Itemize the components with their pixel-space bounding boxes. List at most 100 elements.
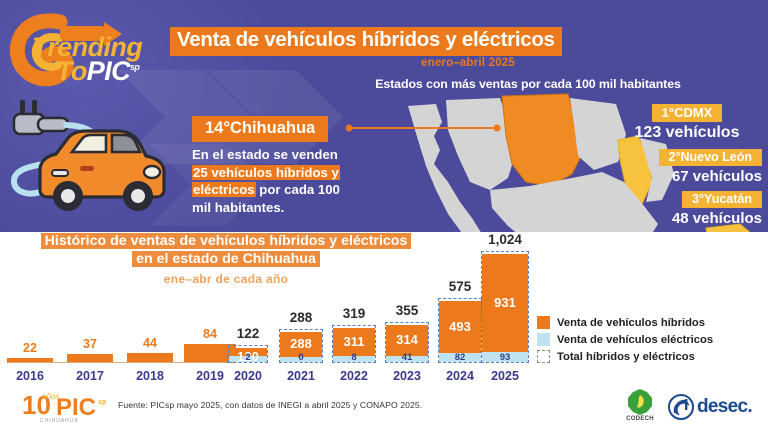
bar-column: 288 0 288 2021 (279, 310, 323, 383)
svg-text:sp: sp (98, 399, 106, 406)
rank-1-value: 123 vehículos (634, 124, 740, 141)
rank-2-badge: 2°Nuevo León (658, 149, 762, 166)
bar-segment-electricos (439, 353, 481, 362)
bar-total-label: 122 (236, 326, 260, 341)
bar-total-outline: 311 8 (332, 325, 376, 363)
rank-1-badge: 1°CDMX (651, 104, 723, 122)
ranking-item-3: 3°Yucatán 48 vehículos (606, 190, 762, 227)
bar-total-label: 37 (83, 337, 97, 352)
bar-label-hibridos: 311 (343, 334, 365, 350)
desec-mark-icon (668, 394, 694, 420)
bar-column: 311 8 319 2022 (332, 306, 376, 383)
legend-swatch-hibridos (537, 316, 550, 329)
bar-column: 314 41 355 2023 (385, 303, 429, 383)
bar-column: 120 2 122 2020 (228, 326, 268, 383)
legend-swatch-electricos (537, 333, 550, 346)
source-note: Fuente: PICsp mayo 2025, con datos de IN… (118, 400, 423, 410)
svg-text:PIC: PIC (56, 394, 96, 421)
bar-segment-total (127, 352, 173, 363)
svg-text:años: años (42, 392, 59, 401)
svg-text:CHIHUAHUA: CHIHUAHUA (40, 418, 79, 424)
bar-label-hibridos: 120 (237, 349, 259, 364)
bar-label-electricos: 2 (245, 352, 251, 363)
legend-item-total: Total híbridos y eléctricos (537, 350, 713, 363)
bar-label-electricos: 93 (499, 352, 511, 363)
bar-total-label: 319 (342, 306, 366, 322)
map-connector-line (345, 118, 545, 163)
desec-logo: desec. (668, 394, 753, 420)
rank-3-value: 48 vehículos (671, 210, 762, 227)
bar-segment-electricos (229, 356, 267, 362)
bar-total-outline: 493 82 (438, 298, 482, 363)
bar-segment-hibridos: 931 (482, 254, 528, 353)
map-state (408, 104, 481, 232)
map-state (570, 98, 626, 170)
callout-line-2-tail: por cada 100 (255, 182, 340, 198)
plug-icon (12, 100, 70, 136)
legend-swatch-total (537, 350, 550, 363)
bar-label-hibridos: 931 (494, 295, 516, 311)
legend-label-total: Total híbridos y eléctricos (557, 350, 695, 363)
bar-segment-electricos (280, 357, 322, 362)
subtitle-label: Estados con más ventas por cada 100 mil … (375, 77, 681, 91)
chart-title-line-2: en el estado de Chihuahua (132, 250, 320, 267)
chart-title-line-1: Histórico de ventas de vehículos híbrido… (40, 233, 412, 249)
bar-year-label: 2024 (446, 369, 474, 383)
legend-label-hibridos: Venta de vehículos híbridos (557, 316, 705, 329)
bar-total-label: 1,024 (488, 232, 522, 247)
mexico-map (390, 78, 768, 232)
bar-year-label: 2025 (491, 369, 519, 383)
callout-highlight-2: eléctricos (192, 182, 256, 198)
chart-legend: Venta de vehículos híbridos Venta de veh… (537, 316, 713, 367)
bar-label-electricos: 8 (351, 352, 357, 363)
bar-year-label: 2022 (340, 369, 368, 383)
bar-label-electricos: 0 (298, 352, 304, 363)
legend-item-hibridos: Venta de vehículos híbridos (537, 316, 713, 329)
rank-2-value: 67 vehículos (671, 168, 762, 185)
trending-topic-logo: Trending ToPICsp (8, 8, 183, 104)
bar-column: 493 82 575 2024 (438, 279, 482, 383)
plug-swirl-icon (9, 13, 122, 87)
bar-year-label: 2021 (287, 369, 315, 383)
chihuahua-rank-badge: 14°Chihuahua (192, 116, 329, 142)
callout-highlight-1: 25 vehículos híbridos y (192, 164, 340, 180)
bar-column: 22 2016 (7, 341, 53, 383)
bar-total-outline: 120 2 (228, 345, 268, 364)
bar-year-label: 2019 (196, 369, 224, 383)
bar-total-label: 288 (289, 309, 313, 325)
desec-label: desec. (697, 396, 753, 417)
date-range-label: enero–abril 2025 (421, 57, 515, 69)
map-state (446, 98, 516, 190)
bar-total-outline: 288 0 (279, 328, 323, 363)
svg-text:10: 10 (22, 390, 51, 420)
bar-label-hibridos: 493 (449, 319, 471, 335)
map-state (490, 172, 658, 232)
bar-label-electricos: 41 (401, 352, 413, 363)
chihuahua-description: En el estado se venden 25 vehículos híbr… (192, 146, 392, 216)
logo-wordmark: Trending ToPICsp (32, 34, 143, 86)
chart-baseline (8, 361, 226, 363)
pic-10-anos-logo: 10 años PIC sp CHIHUAHUA (22, 390, 122, 424)
codech-label: CODECH (626, 416, 654, 422)
bar-year-label: 2018 (136, 369, 164, 383)
bar-year-label: 2023 (393, 369, 421, 383)
bar-label-electricos: 82 (454, 352, 466, 363)
bar-segment-hibridos: 314 (386, 324, 428, 356)
bar-label-hibridos: 288 (290, 336, 312, 352)
legend-label-electricos: Venta de vehículos eléctricos (557, 333, 714, 346)
bar-segment-total (67, 354, 113, 363)
bar-year-label: 2020 (234, 369, 262, 383)
rank-3-badge: 3°Yucatán (682, 191, 762, 208)
bar-total-label: 84 (203, 326, 217, 341)
ranking-item-2: 2°Nuevo León 67 vehículos (606, 148, 762, 185)
bar-segment-electricos (482, 352, 528, 362)
logo-topic: ToPICsp (56, 56, 140, 86)
bar-year-label: 2017 (76, 369, 104, 383)
bar-segment-total (7, 357, 53, 363)
bar-label-hibridos: 314 (396, 332, 418, 348)
bar-segment-hibridos: 288 (280, 331, 322, 357)
bar-segment-hibridos: 120 (229, 348, 267, 364)
bar-total-outline: 314 41 (385, 321, 429, 363)
bar-column: 37 2017 (67, 337, 113, 383)
